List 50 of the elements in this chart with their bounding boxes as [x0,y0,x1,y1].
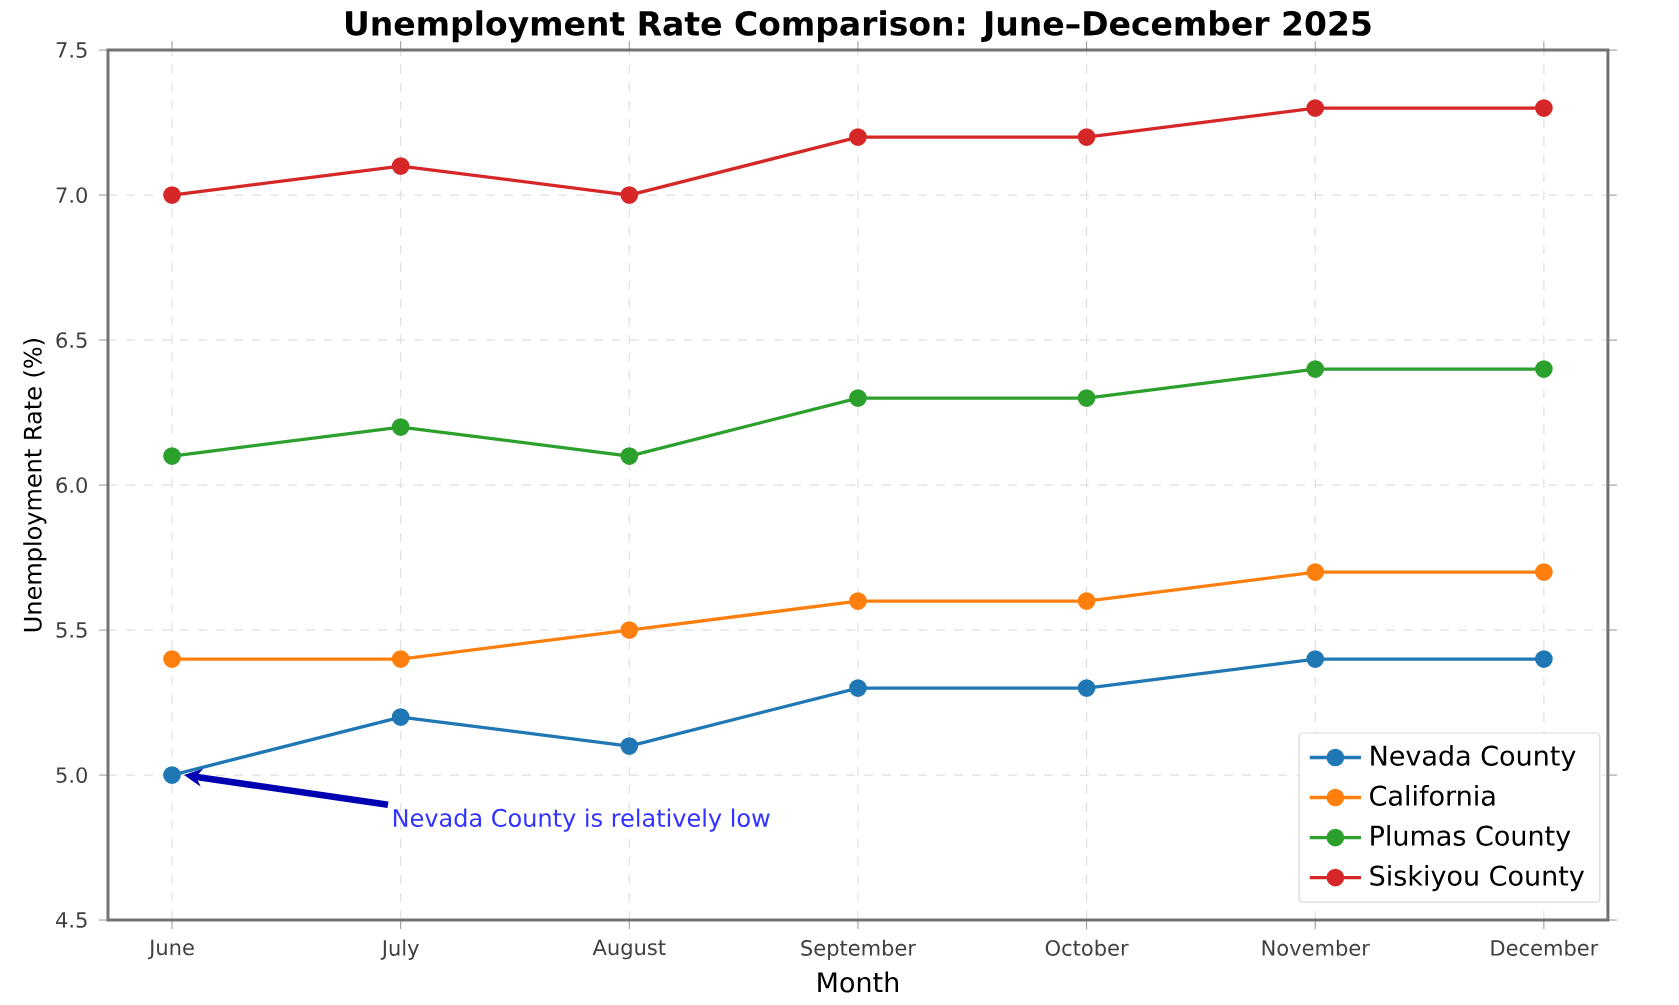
point [1306,99,1325,117]
point [1077,592,1096,610]
x-tick-label: November [1262,939,1370,956]
y-axis-title: Unemployment Rate (%) [23,339,47,632]
point [1306,563,1325,581]
point [163,650,181,668]
point [620,621,639,639]
point [391,650,410,668]
x-tick-label: June [148,939,194,960]
point [1077,389,1096,407]
legend-label: California [1370,785,1495,806]
x-tick-label: August [592,939,666,960]
legend-label: Nevada County [1371,745,1576,772]
x-axis-title: Month [818,971,898,993]
point [163,766,181,784]
point [849,128,867,146]
point [849,389,867,407]
y-tick-label: 5.0 [56,767,87,784]
legend-label: Plumas County [1371,825,1571,852]
point [391,157,410,175]
legend-label: Siskiyou County [1370,865,1585,892]
point [620,737,639,755]
point [1535,650,1553,668]
point [849,679,867,697]
point [620,447,639,465]
point [391,418,410,436]
point [1306,650,1325,668]
point [620,186,639,204]
point [1077,128,1096,146]
x-tick-label: September [801,939,916,960]
y-tick-label: 7.0 [56,187,87,204]
x-tick-label: December [1491,939,1599,956]
y-tick-label: 7.5 [56,42,87,58]
point [163,186,181,204]
point [1306,360,1325,378]
point [1535,563,1553,581]
point [1535,99,1553,117]
point [391,708,410,726]
y-tick-label: 6.0 [56,477,87,494]
chart-title: Unemployment Rate Comparison: June–December 2025 [346,10,1371,43]
point [163,447,181,465]
y-tick-label: 6.5 [56,332,87,349]
point [1077,679,1096,697]
x-tick-label: October [1045,939,1129,956]
x-tick-label: July [380,939,419,960]
point [1535,360,1553,378]
y-tick-label: 5.5 [56,622,87,638]
point [849,592,867,610]
y-tick-label: 4.5 [56,912,87,928]
annotation: Nevada County is relatively low [393,808,770,832]
